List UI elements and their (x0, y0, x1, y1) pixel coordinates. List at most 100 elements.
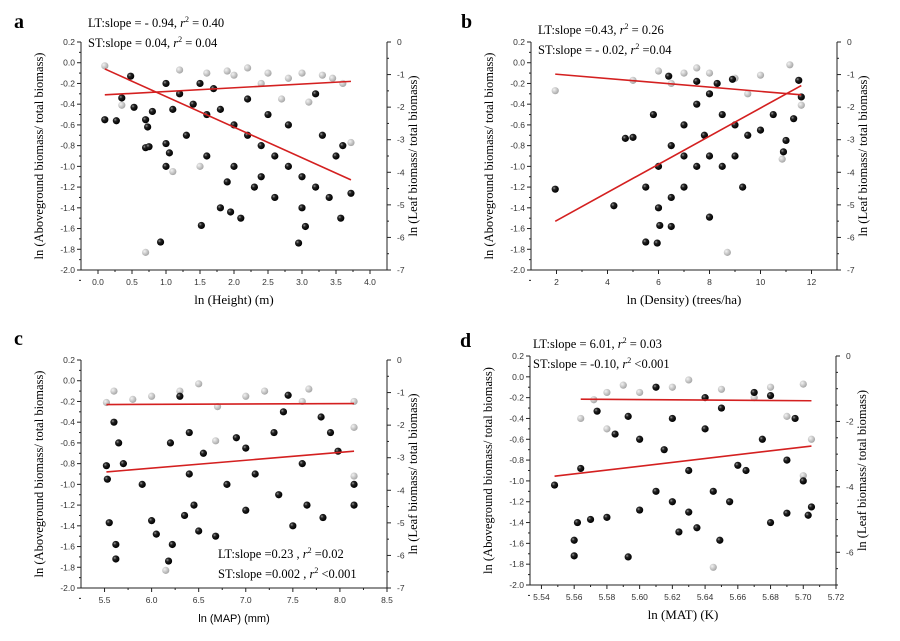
y-right-tick-label: -6 (397, 232, 405, 242)
data-point (148, 392, 156, 400)
panel-c: c 0.2 0.0 -0.2 -0.4 -0.6 -0.8 -1.0 -1.2 -1.4 -1.6 -… (14, 328, 420, 625)
x-tick-label: 4 (605, 277, 610, 287)
y-right-tick-label: -5 (847, 200, 855, 210)
data-point (257, 142, 265, 150)
data-point (289, 522, 297, 530)
y-right-tick-label: -4 (846, 482, 854, 492)
data-point (779, 148, 788, 156)
annotation-sup: 2 (623, 336, 627, 345)
y-tick-label: -1.4 (60, 203, 75, 213)
y-tick-label: 0.2 (512, 351, 524, 361)
data-point (138, 480, 146, 488)
data-point (660, 446, 668, 454)
data-point (102, 462, 111, 470)
y-tick-label: -1.2 (509, 497, 524, 507)
panel-letter: a (14, 11, 24, 33)
data-point (180, 511, 189, 520)
y-right-tick-label: -3 (397, 135, 405, 145)
y-right-tick-label: -6 (847, 232, 855, 242)
data-point (709, 563, 717, 571)
x-tick-label: 5.62 (664, 592, 681, 602)
y-right-tick-label: -1 (397, 70, 405, 80)
data-point (212, 437, 220, 445)
data-point (797, 101, 805, 109)
data-point (642, 238, 650, 246)
data-point (176, 90, 184, 98)
data-point (142, 116, 150, 124)
data-point (685, 376, 693, 384)
y-right-tick-label: -2 (847, 102, 855, 112)
y-tick-label: -2.0 (60, 583, 75, 593)
data-point (350, 501, 358, 509)
annotation-prefix: LT:slope =0.23 , (218, 547, 303, 561)
data-point (244, 95, 252, 103)
data-point (169, 167, 177, 176)
data-point (685, 466, 693, 475)
annotation: ST:slope = - 0.02, r2 =0.04 (538, 42, 672, 57)
y-tick-label: -2.0 (510, 265, 525, 275)
data-point (165, 149, 173, 157)
data-point (709, 487, 717, 495)
data-point (619, 381, 627, 389)
x-tick-label: 6.5 (193, 595, 205, 605)
x-tick-label: 5.64 (697, 592, 714, 602)
data-point (551, 87, 559, 95)
y-right-tick-label: -3 (847, 135, 855, 145)
y-tick-label: -2.0 (60, 265, 75, 275)
regression-line (104, 68, 352, 181)
y-right-axis-label: ln (Leaf biomass/ total biomass) (855, 390, 869, 551)
x-tick-label: 2.5 (262, 277, 274, 287)
data-point (334, 447, 342, 455)
x-tick-label: 2 (554, 277, 559, 287)
data-point (624, 412, 632, 420)
data-point (271, 193, 279, 202)
annotation-prefix: ST:slope = -0.10, (533, 357, 622, 371)
data-point (196, 79, 204, 88)
y-tick-label: -1.8 (510, 244, 525, 254)
annotation-prefix: LT:slope = 6.01, (533, 337, 618, 351)
x-tick-label: 10 (756, 277, 766, 287)
data-point (685, 508, 693, 516)
data-point (758, 435, 766, 443)
data-point (636, 435, 644, 443)
annotation-r: r (303, 547, 308, 561)
y-tick-label: -1.6 (60, 224, 75, 234)
regression-line (106, 402, 355, 406)
data-point (303, 501, 311, 509)
annotation: ST:slope = 0.04, r2 = 0.04 (88, 35, 218, 50)
data-point (264, 110, 272, 119)
y-tick-label: -0.4 (60, 99, 75, 109)
data-point (550, 481, 559, 489)
y-right-tick-label: -5 (397, 200, 405, 210)
data-point (168, 540, 176, 549)
x-tick-label: 2.0 (228, 277, 240, 287)
data-point (261, 387, 269, 395)
series-black (551, 72, 805, 247)
data-point (717, 385, 726, 393)
annotation: LT:slope =0.23 , r2 =0.02 (218, 546, 344, 561)
y-right-tick-label: -7 (397, 265, 405, 275)
x-tick-label: 7.0 (240, 595, 252, 605)
annotation-suffix: =0.02 (312, 547, 344, 561)
data-point (570, 536, 578, 544)
annotation-r: r (173, 36, 178, 50)
y-tick-label: -0.4 (509, 413, 524, 423)
annotation-suffix: = 0.26 (629, 23, 664, 37)
data-point (734, 461, 742, 469)
y-right-tick-label: -6 (397, 550, 405, 560)
data-point (653, 239, 661, 247)
data-point (680, 69, 688, 77)
data-point (700, 131, 709, 139)
data-point (656, 221, 664, 230)
x-tick-label: 5.72 (828, 592, 845, 602)
y-tick-label: -1.4 (510, 203, 525, 213)
data-point (693, 100, 701, 108)
data-point (799, 472, 807, 480)
data-point (713, 79, 721, 88)
data-point (270, 428, 278, 437)
data-point (119, 460, 127, 468)
x-tick-label: 6.0 (146, 595, 158, 605)
data-point (152, 530, 160, 538)
panel-letter: d (460, 330, 471, 352)
